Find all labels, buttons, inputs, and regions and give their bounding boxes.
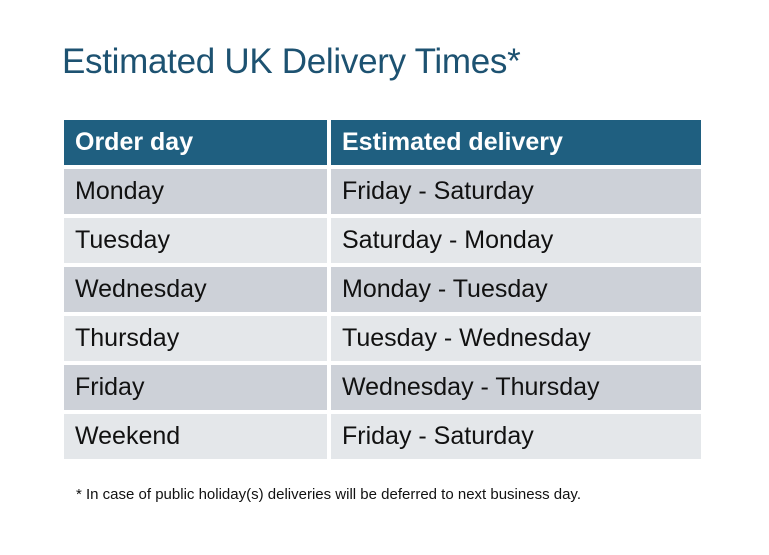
order-day-cell: Monday	[64, 169, 327, 214]
table-row: Monday Friday - Saturday	[64, 169, 701, 214]
table-row: Thursday Tuesday - Wednesday	[64, 316, 701, 361]
table-row: Friday Wednesday - Thursday	[64, 365, 701, 410]
delivery-cell: Friday - Saturday	[331, 414, 701, 459]
delivery-cell: Tuesday - Wednesday	[331, 316, 701, 361]
order-day-cell: Weekend	[64, 414, 327, 459]
page-title: Estimated UK Delivery Times*	[62, 42, 521, 81]
table-row: Tuesday Saturday - Monday	[64, 218, 701, 263]
order-day-cell: Friday	[64, 365, 327, 410]
table-row: Wednesday Monday - Tuesday	[64, 267, 701, 312]
header-estimated-delivery: Estimated delivery	[331, 120, 701, 165]
order-day-cell: Tuesday	[64, 218, 327, 263]
delivery-cell: Wednesday - Thursday	[331, 365, 701, 410]
order-day-cell: Wednesday	[64, 267, 327, 312]
order-day-cell: Thursday	[64, 316, 327, 361]
delivery-cell: Saturday - Monday	[331, 218, 701, 263]
footnote: * In case of public holiday(s) deliverie…	[76, 486, 581, 503]
header-order-day: Order day	[64, 120, 327, 165]
delivery-cell: Monday - Tuesday	[331, 267, 701, 312]
table-row: Weekend Friday - Saturday	[64, 414, 701, 459]
delivery-table: Order day Estimated delivery Monday Frid…	[64, 120, 701, 463]
delivery-cell: Friday - Saturday	[331, 169, 701, 214]
table-header: Order day Estimated delivery	[64, 120, 701, 165]
